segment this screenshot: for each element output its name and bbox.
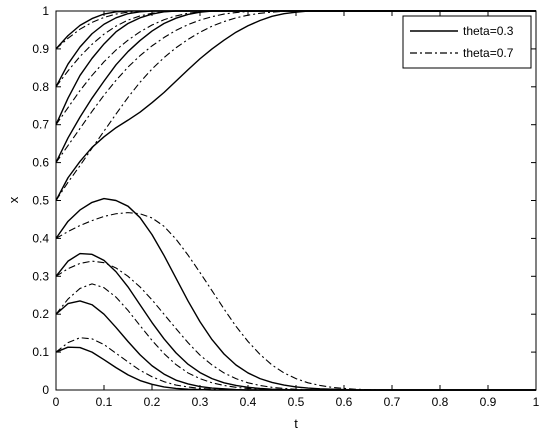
legend-box bbox=[402, 15, 532, 69]
x-tick-label-9: 0.9 bbox=[480, 395, 497, 409]
y-tick-label-4: 0.4 bbox=[32, 231, 49, 245]
y-tick-label-2: 0.2 bbox=[32, 307, 49, 321]
x-tick-label-1: 0.1 bbox=[96, 395, 113, 409]
x-tick-label-10: 1 bbox=[533, 395, 540, 409]
y-tick-label-6: 0.6 bbox=[32, 156, 49, 170]
y-tick-label-3: 0.3 bbox=[32, 269, 49, 283]
series-line-theta-07-10 bbox=[55, 10, 536, 88]
x-tick-label-5: 0.5 bbox=[288, 395, 305, 409]
x-tick-label-7: 0.7 bbox=[384, 395, 401, 409]
legend: theta=0.3 theta=0.7 bbox=[402, 15, 532, 69]
y-tick-label-8: 0.8 bbox=[32, 80, 49, 94]
y-tick-label-7: 0.7 bbox=[32, 118, 49, 132]
y-tick-label-0: 0 bbox=[42, 383, 49, 397]
x-tick-label-8: 0.8 bbox=[432, 395, 449, 409]
x-tick-label-0: 0 bbox=[53, 395, 60, 409]
x-axis-label: t bbox=[294, 416, 298, 431]
y-tick-label-5: 0.5 bbox=[32, 194, 49, 208]
legend-label-solid: theta=0.3 bbox=[463, 24, 514, 38]
y-tick-label-9: 0.9 bbox=[32, 42, 49, 56]
x-tick-label-4: 0.4 bbox=[240, 395, 257, 409]
x-axis: 0 0.1 0.2 0.3 0.4 0.5 0.6 0.7 0.8 0.9 1 bbox=[53, 11, 540, 409]
y-tick-label-1: 0.1 bbox=[32, 345, 49, 359]
y-axis-label: x bbox=[6, 196, 21, 203]
x-tick-label-2: 0.2 bbox=[144, 395, 161, 409]
x-tick-label-3: 0.3 bbox=[192, 395, 209, 409]
x-tick-label-6: 0.6 bbox=[336, 395, 353, 409]
y-axis: 0 0.1 0.2 0.3 0.4 0.5 0.6 0.7 0.8 0.9 1 bbox=[32, 4, 536, 397]
legend-label-dashdot: theta=0.7 bbox=[463, 46, 514, 60]
y-tick-label-10: 1 bbox=[42, 4, 49, 18]
